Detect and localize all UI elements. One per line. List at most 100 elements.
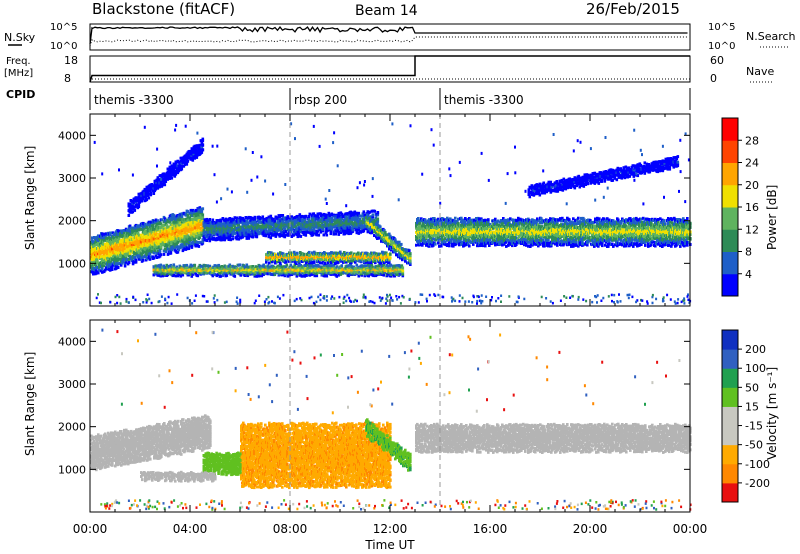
power-cell [107, 236, 111, 240]
power-cell [90, 265, 93, 269]
power-cell [93, 260, 96, 264]
power-cell [199, 207, 203, 211]
power-cell [289, 230, 293, 234]
power-cell [379, 225, 382, 229]
power-cell [294, 225, 298, 229]
power-cell [373, 209, 377, 213]
power-cell [117, 237, 121, 241]
power-cell [285, 263, 289, 267]
power-cell [163, 183, 167, 187]
power-cell [371, 213, 375, 217]
power-cell [350, 213, 354, 217]
power-cell [224, 224, 228, 228]
power-cell [139, 197, 143, 201]
power-cell [277, 220, 281, 224]
power-cell [98, 268, 101, 272]
power-cell [183, 231, 187, 234]
power-cell [278, 234, 282, 238]
count-tick-high: 10^5 [50, 22, 77, 33]
power-cell [244, 216, 248, 219]
power-cell [166, 167, 170, 171]
power-cell [135, 226, 139, 230]
power-cell [105, 243, 109, 247]
power-cell [346, 225, 350, 229]
power-cell [195, 216, 199, 220]
power-cell [146, 236, 150, 240]
power-cell [191, 158, 195, 162]
power-cell [141, 251, 145, 254]
power-cell [347, 224, 351, 228]
power-cell [310, 228, 314, 232]
power-cell [299, 234, 303, 238]
power-cell [124, 243, 128, 246]
power-cell [350, 220, 354, 224]
power-cell [235, 237, 239, 241]
power-cell [190, 217, 194, 221]
power-cell [181, 160, 185, 164]
power-cell [191, 211, 195, 215]
power-cell [164, 180, 168, 183]
power-cell [273, 220, 277, 224]
power-cell [203, 238, 207, 242]
power-cell [149, 255, 153, 259]
power-cell [130, 244, 134, 248]
power-cell [154, 235, 158, 239]
power-cell [322, 215, 326, 219]
power-cell [184, 247, 188, 251]
power-cell [180, 165, 184, 168]
power-cell [137, 205, 141, 209]
power-cell [95, 268, 98, 272]
power-cell [307, 215, 311, 218]
power-cell [340, 217, 344, 221]
nave-tick-low: 0 [710, 72, 717, 85]
power-cell [102, 256, 106, 260]
power-cell [134, 242, 138, 246]
power-cell [303, 218, 307, 222]
power-cell [133, 226, 137, 230]
power-cell [324, 231, 328, 235]
power-cell [298, 213, 302, 217]
power-cell [154, 230, 158, 234]
power-cell [188, 211, 192, 215]
power-cell [184, 229, 188, 233]
power-cell [164, 250, 168, 253]
power-cell [176, 171, 180, 175]
power-cell [211, 218, 215, 222]
power-cell [97, 261, 100, 265]
power-cell [283, 235, 287, 239]
power-cell [146, 241, 150, 244]
power-cell [190, 155, 194, 159]
power-cell [263, 222, 267, 226]
power-cell [104, 232, 108, 236]
power-cell [107, 252, 111, 255]
power-cell [156, 176, 160, 180]
date-label: 26/Feb/2015 [586, 0, 680, 18]
power-cell [137, 233, 141, 237]
power-cell [172, 168, 176, 172]
power-cell [95, 243, 98, 247]
power-cell [319, 229, 323, 233]
power-cell [145, 257, 149, 260]
power-cell [188, 221, 192, 225]
power-cell [152, 192, 156, 195]
power-cell [237, 223, 241, 227]
nave-label: Nave [746, 65, 774, 78]
power-cell [177, 248, 181, 252]
power-cell [299, 229, 303, 233]
power-cell [125, 249, 129, 253]
power-cell [159, 222, 163, 226]
power-cell [141, 197, 145, 201]
power-cell [97, 241, 100, 245]
power-cell [169, 230, 173, 234]
power-cell [267, 218, 271, 222]
power-cell [248, 230, 252, 234]
power-cell [296, 235, 300, 239]
power-cell [174, 236, 178, 240]
power-cell [148, 257, 152, 261]
power-cell [185, 162, 189, 166]
power-cell [158, 250, 162, 254]
power-cell [311, 233, 315, 237]
power-cell [95, 240, 98, 244]
power-cell [337, 232, 341, 236]
power-cell [129, 202, 133, 206]
